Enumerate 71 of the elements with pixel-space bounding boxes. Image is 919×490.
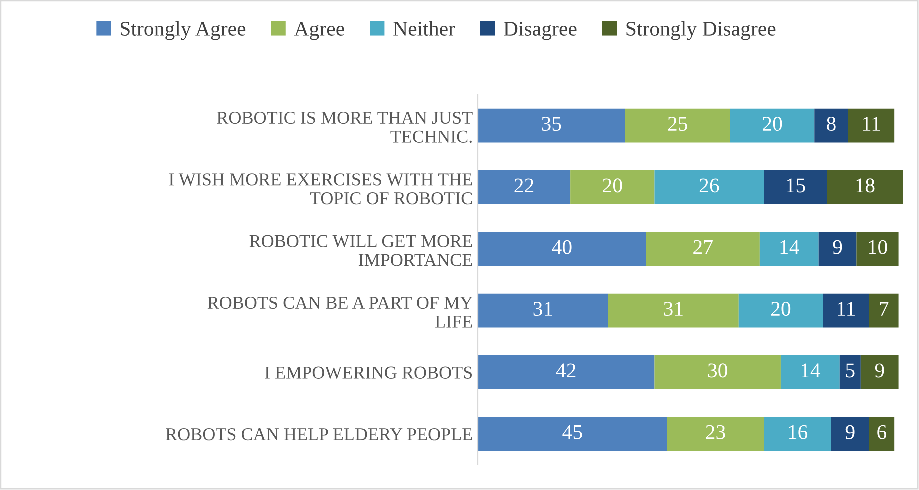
- bar: [764, 170, 828, 204]
- y-tick-label: I WISH MORE EXERCISES WITH THE TOPIC OF ROBOTIC: [169, 174, 472, 205]
- y-tick-label: ROBOTIC IS MORE THAN JUST TECHNIC.: [217, 112, 473, 144]
- y-tick-label: ROBOTS CAN BE A PART OF MY LIFE: [208, 296, 473, 328]
- data-label: 26: [700, 178, 720, 193]
- bar: [764, 417, 832, 452]
- data-label: 31: [534, 302, 552, 316]
- data-label: 16: [789, 425, 808, 440]
- data-label: 25: [668, 117, 688, 132]
- data-label: 9: [875, 364, 884, 378]
- data-label: 42: [556, 364, 576, 378]
- bar: [478, 108, 626, 143]
- bar: [840, 356, 861, 390]
- bar: [625, 108, 730, 143]
- legend-label: Agree: [294, 22, 344, 40]
- data-label: 30: [708, 364, 728, 378]
- data-label: 14: [802, 364, 821, 378]
- y-tick-label: ROBOTIC WILL GET MORE IMPORTANCE: [250, 235, 472, 266]
- data-label: 11: [838, 302, 855, 316]
- legend-label: Neither: [394, 21, 456, 36]
- bar: [608, 294, 739, 328]
- data-label: 22: [514, 178, 534, 193]
- data-label: 9: [846, 425, 855, 440]
- bar: [780, 356, 840, 390]
- bar: [667, 417, 764, 452]
- data-label: 23: [706, 425, 726, 440]
- legend-label: Strongly Disagree: [626, 21, 776, 40]
- data-label: 9: [833, 240, 842, 254]
- bar: [730, 108, 815, 143]
- bar: [848, 108, 895, 143]
- bar: [823, 294, 870, 328]
- data-label: 35: [542, 117, 562, 132]
- data-label: 5: [846, 364, 855, 378]
- data-label: 45: [562, 425, 582, 440]
- data-label: 7: [880, 302, 889, 316]
- bar: [856, 232, 899, 266]
- data-label: 40: [552, 240, 572, 254]
- bar: [818, 232, 857, 266]
- bar: [570, 170, 655, 204]
- data-label: 14: [780, 240, 800, 254]
- y-tick-label: I EMPOWERING ROBOTS: [265, 366, 472, 380]
- bar: [738, 294, 824, 328]
- data-label: 20: [603, 178, 622, 193]
- bar: [478, 356, 655, 390]
- bar: [654, 356, 781, 390]
- legend-label: Disagree: [504, 22, 577, 40]
- legend-label: Strongly Agree: [120, 21, 246, 40]
- data-label: 27: [694, 240, 713, 254]
- bar: [869, 417, 895, 452]
- bar: [646, 232, 760, 266]
- y-tick-label: ROBOTS CAN HELP ELDERY PEOPLE: [166, 428, 472, 441]
- data-label: 15: [787, 178, 806, 193]
- bar: [760, 232, 819, 266]
- data-label: 31: [664, 302, 683, 316]
- bar: [869, 294, 899, 328]
- data-label: 10: [869, 240, 888, 254]
- bar: [654, 170, 764, 204]
- bar: [478, 417, 668, 452]
- data-label: 18: [856, 178, 875, 193]
- data-label: 20: [771, 302, 791, 316]
- data-label: 11: [863, 117, 880, 131]
- bar: [831, 417, 870, 452]
- bar: [478, 170, 571, 204]
- bar: [860, 356, 899, 390]
- data-label: 6: [878, 425, 887, 440]
- bar: [478, 294, 608, 328]
- data-label: 20: [763, 116, 782, 132]
- bar: [814, 108, 848, 143]
- bar: [478, 232, 646, 266]
- bar: [827, 170, 903, 204]
- data-label: 8: [827, 116, 836, 132]
